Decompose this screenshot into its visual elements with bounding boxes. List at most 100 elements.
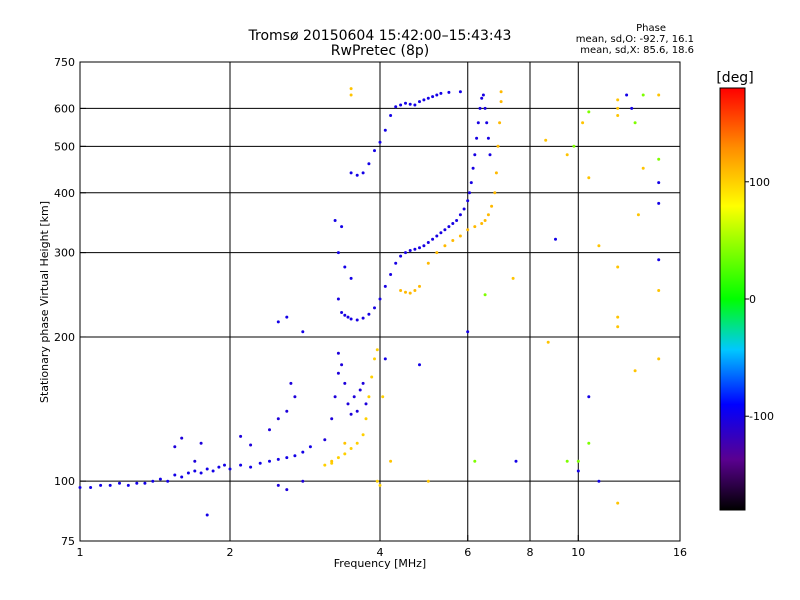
data-point — [205, 467, 209, 471]
data-point — [383, 357, 387, 361]
data-point — [89, 486, 93, 489]
data-point — [475, 136, 479, 140]
data-point — [576, 469, 580, 473]
data-point — [657, 201, 661, 205]
data-point — [488, 153, 492, 157]
data-point — [228, 467, 232, 471]
data-point — [657, 93, 661, 97]
data-point — [633, 121, 637, 125]
data-point — [361, 381, 365, 385]
data-point — [439, 91, 443, 95]
data-point — [404, 101, 407, 105]
data-point — [422, 244, 426, 248]
data-point — [308, 445, 312, 449]
data-point — [358, 388, 362, 392]
data-points — [78, 87, 661, 517]
data-point — [473, 153, 477, 157]
data-point — [418, 100, 421, 104]
data-point — [616, 265, 620, 269]
data-point — [481, 93, 485, 97]
data-point — [616, 325, 620, 329]
y-tick-label: 600 — [54, 102, 75, 115]
data-point — [426, 241, 430, 244]
x-minor-tick-label: 8 — [527, 546, 534, 559]
data-point — [180, 475, 184, 479]
data-point — [399, 289, 403, 292]
data-point — [343, 441, 347, 445]
data-point — [375, 479, 379, 483]
colorbar-tick-label: 0 — [749, 293, 756, 306]
data-point — [435, 234, 439, 238]
data-point — [173, 445, 177, 449]
data-point — [413, 289, 417, 292]
data-point — [587, 441, 591, 445]
data-point — [408, 102, 412, 106]
data-point — [418, 284, 421, 288]
data-point — [554, 237, 557, 241]
data-point — [383, 128, 387, 132]
colorbar — [719, 87, 746, 511]
data-point — [276, 417, 280, 421]
data-point — [451, 239, 455, 242]
data-point — [581, 121, 585, 125]
data-point — [336, 297, 340, 301]
data-point — [625, 93, 629, 97]
data-point — [373, 306, 376, 310]
x-tick-label: 16 — [673, 546, 687, 559]
colorbar-ticks: 100 0 -100 — [745, 176, 774, 423]
x-tick-label: 1 — [77, 546, 84, 559]
data-point — [483, 293, 487, 297]
y-tick-label: 200 — [54, 331, 75, 344]
y-tick-label: 400 — [54, 187, 75, 200]
data-point — [349, 276, 353, 280]
data-point — [289, 381, 293, 385]
data-point — [399, 103, 403, 107]
colorbar-tick-label: -100 — [749, 410, 774, 423]
data-point — [469, 181, 473, 185]
data-point — [494, 171, 498, 175]
y-axis-label: Stationary phase Virtual Height [km] — [38, 201, 51, 403]
data-point — [346, 315, 350, 319]
data-point — [293, 395, 297, 399]
data-point — [404, 290, 407, 294]
data-point — [249, 443, 253, 447]
data-point — [333, 219, 337, 222]
data-point — [422, 98, 426, 102]
data-point — [349, 87, 353, 91]
data-point — [349, 447, 353, 450]
data-point — [572, 144, 576, 148]
data-point — [394, 261, 398, 265]
data-point — [135, 481, 139, 485]
data-point — [268, 459, 271, 463]
data-point — [199, 471, 203, 475]
data-point — [223, 463, 226, 467]
data-point — [435, 251, 439, 255]
data-point — [373, 357, 376, 361]
data-point — [493, 191, 497, 195]
data-point — [408, 291, 412, 295]
data-point — [468, 191, 471, 195]
data-point — [301, 479, 305, 483]
data-point — [480, 222, 484, 225]
data-point — [378, 483, 382, 487]
data-point — [490, 204, 494, 208]
y-tick-label: 750 — [54, 56, 75, 69]
data-point — [346, 402, 350, 406]
data-point — [285, 409, 289, 413]
data-point — [118, 481, 121, 485]
data-point — [355, 173, 359, 177]
data-point — [616, 98, 620, 102]
data-point — [301, 330, 305, 334]
data-point — [498, 121, 502, 125]
data-point — [458, 213, 462, 217]
data-point — [370, 375, 374, 379]
data-point — [355, 409, 359, 413]
data-point — [399, 254, 403, 258]
data-point — [462, 207, 466, 211]
data-point — [476, 121, 480, 125]
data-point — [211, 469, 215, 473]
data-point — [126, 483, 130, 487]
data-point — [158, 477, 162, 481]
data-point — [435, 93, 439, 97]
data-point — [443, 228, 447, 232]
